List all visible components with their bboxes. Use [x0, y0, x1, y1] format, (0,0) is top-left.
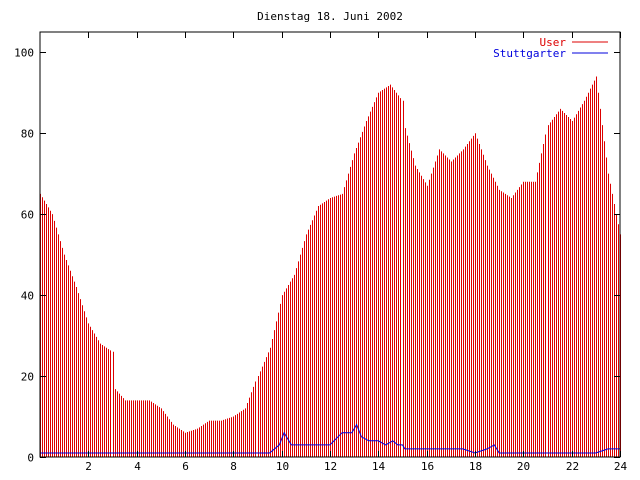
y-tick-label: 0 [27, 452, 34, 465]
y-tick-label: 80 [21, 128, 34, 141]
x-tick-label: 8 [230, 460, 237, 473]
y-tick-label: 100 [14, 47, 34, 60]
legend-label-stuttgarter: Stuttgarter [493, 47, 566, 60]
x-tick-label: 12 [324, 460, 337, 473]
user-series [40, 76, 621, 457]
y-tick-label: 20 [21, 371, 34, 384]
x-tick-label: 20 [517, 460, 530, 473]
x-tick-label: 10 [276, 460, 289, 473]
chart-title: Dienstag 18. Juni 2002 [257, 10, 403, 23]
x-tick-label: 6 [182, 460, 189, 473]
x-tick-label: 4 [134, 460, 141, 473]
legend-label-user: User [540, 36, 567, 49]
x-tick-label: 22 [566, 460, 579, 473]
y-tick-label: 40 [21, 290, 34, 303]
y-tick-label: 60 [21, 209, 34, 222]
legend: User Stuttgarter [493, 36, 608, 60]
x-tick-label: 18 [469, 460, 482, 473]
stuttgarter-series-line [40, 423, 620, 454]
x-tick-label: 16 [421, 460, 434, 473]
x-tick-label: 2 [85, 460, 92, 473]
x-tick-label: 24 [614, 460, 628, 473]
x-tick-label: 14 [372, 460, 386, 473]
